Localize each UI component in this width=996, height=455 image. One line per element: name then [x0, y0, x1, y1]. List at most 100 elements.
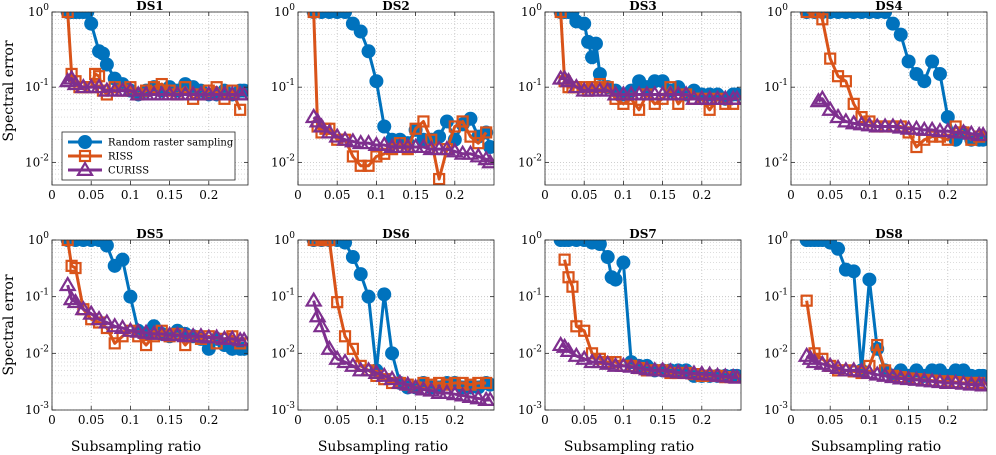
- data-point: [728, 368, 741, 384]
- data-point: [377, 287, 392, 302]
- data-point: [353, 267, 368, 282]
- x-tick-label: 0.15: [895, 188, 922, 202]
- data-point: [464, 130, 477, 143]
- y-tick-label: 10-1: [764, 78, 788, 94]
- data-point: [469, 147, 488, 163]
- x-tick-label: 0.15: [649, 413, 676, 427]
- xlabel-ds8: Subsampling ratio: [811, 439, 941, 455]
- y-tick-label: 10-1: [271, 288, 295, 304]
- data-point: [941, 133, 954, 146]
- data-point: [137, 323, 156, 339]
- y-tick-label: 10-2: [764, 344, 788, 360]
- data-point: [862, 272, 877, 287]
- data-point: [637, 360, 656, 376]
- data-point: [308, 307, 327, 323]
- data-point: [954, 123, 973, 139]
- data-point: [440, 378, 454, 391]
- x-tick-label: 0.05: [571, 413, 598, 427]
- data-point: [614, 356, 633, 372]
- data-point: [661, 362, 680, 378]
- data-point: [453, 386, 472, 402]
- xlabel-ds5: Subsampling ratio: [71, 439, 201, 455]
- x-tick-label: 0.05: [78, 188, 105, 202]
- data-point: [891, 118, 910, 134]
- data-point: [559, 341, 578, 357]
- data-point: [800, 294, 813, 307]
- data-point: [58, 72, 77, 88]
- y-tick-label: 10-1: [25, 78, 49, 94]
- data-point: [62, 290, 81, 306]
- y-tick-label: 10-2: [25, 153, 49, 169]
- series-curiss: [304, 107, 494, 169]
- data-point: [84, 16, 99, 31]
- data-point: [588, 36, 603, 51]
- y-tick-label: 10-1: [764, 288, 788, 304]
- y-tick-label: 100: [274, 3, 295, 19]
- data-point: [343, 132, 362, 148]
- series-curiss: [551, 335, 741, 384]
- data-point: [331, 296, 344, 309]
- data-point: [852, 362, 871, 378]
- data-point: [797, 346, 816, 362]
- data-point: [115, 252, 130, 267]
- data-point: [821, 100, 840, 116]
- data-point: [362, 159, 375, 172]
- plot-area: [545, 240, 741, 410]
- data-point: [359, 361, 378, 377]
- data-point: [66, 292, 85, 309]
- data-point: [61, 12, 74, 19]
- data-point: [346, 342, 359, 355]
- panel-title: DS4: [875, 0, 902, 13]
- data-point: [551, 335, 570, 352]
- x-tick-label: 0.2: [445, 188, 464, 202]
- data-point: [422, 381, 441, 397]
- data-point: [585, 50, 600, 65]
- data-point: [234, 103, 247, 116]
- data-point: [632, 103, 646, 116]
- data-point: [338, 240, 353, 250]
- data-point: [192, 327, 210, 343]
- data-point: [463, 111, 478, 126]
- data-point: [575, 349, 594, 365]
- x-tick-label: 0.2: [938, 413, 957, 427]
- panel-title: DS5: [136, 227, 163, 241]
- xlabel-ds6: Subsampling ratio: [318, 439, 448, 455]
- y-tick-label: 10-1: [271, 78, 295, 94]
- data-point: [207, 328, 226, 344]
- data-point: [121, 81, 140, 97]
- data-point: [152, 324, 171, 340]
- data-point: [361, 44, 376, 59]
- data-point: [809, 92, 828, 108]
- y-tick-label: 10-2: [518, 153, 542, 169]
- x-tick-label: 0.1: [121, 188, 140, 202]
- x-tick-label: 0.1: [860, 188, 879, 202]
- x-tick-label: 0.15: [156, 188, 183, 202]
- data-point: [923, 120, 942, 136]
- data-point: [836, 112, 855, 128]
- data-point: [592, 240, 607, 251]
- legend-label: CURISS: [108, 166, 149, 177]
- data-point: [481, 390, 494, 407]
- x-tick-label: 0.05: [78, 413, 105, 427]
- data-point: [406, 378, 425, 394]
- data-point: [66, 74, 85, 91]
- data-point: [121, 321, 140, 337]
- data-point: [938, 121, 957, 138]
- x-tick-label: 0.05: [817, 413, 844, 427]
- panel-title: DS7: [629, 227, 656, 241]
- data-point: [954, 374, 973, 390]
- data-point: [893, 27, 908, 42]
- subplot-ds4: 0 0.05 0.1 0.15 0.2 100 10-1 10-2 DS4: [764, 0, 988, 202]
- data-point: [328, 349, 347, 365]
- data-point: [852, 115, 871, 131]
- data-point: [592, 66, 607, 81]
- data-point: [90, 310, 108, 326]
- x-tick-label: 0.2: [199, 413, 218, 427]
- data-point: [728, 89, 741, 105]
- data-point: [235, 331, 248, 347]
- data-point: [554, 12, 567, 19]
- data-point: [414, 137, 433, 154]
- data-point: [598, 81, 617, 97]
- series-curiss: [809, 89, 987, 142]
- data-point: [390, 373, 409, 389]
